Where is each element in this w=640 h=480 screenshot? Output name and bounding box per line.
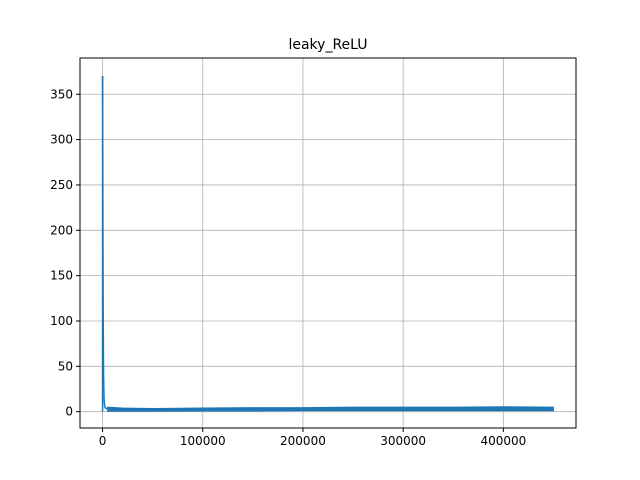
x-tick-label: 200000 — [280, 434, 326, 448]
x-tick-label: 100000 — [180, 434, 226, 448]
data-layer — [101, 76, 554, 412]
y-axis: 0 50 100 150 200 250 300 350 — [50, 87, 80, 419]
y-tick-label: 50 — [58, 359, 73, 373]
y-tick-label: 350 — [50, 87, 73, 101]
grid — [80, 58, 576, 428]
y-tick-label: 150 — [50, 269, 73, 283]
y-tick-label: 100 — [50, 314, 73, 328]
axes-frame — [79, 57, 577, 429]
y-tick-label: 300 — [50, 133, 73, 147]
y-tick-label: 250 — [50, 178, 73, 192]
y-tick-label: 200 — [50, 223, 73, 237]
chart-title: leaky_ReLU — [288, 37, 367, 53]
x-tick-label: 300000 — [380, 434, 426, 448]
y-tick-label: 0 — [65, 405, 73, 419]
x-axis: 0 100000 200000 300000 400000 — [99, 428, 526, 448]
x-tick-label: 0 — [99, 434, 107, 448]
x-tick-label: 400000 — [480, 434, 526, 448]
